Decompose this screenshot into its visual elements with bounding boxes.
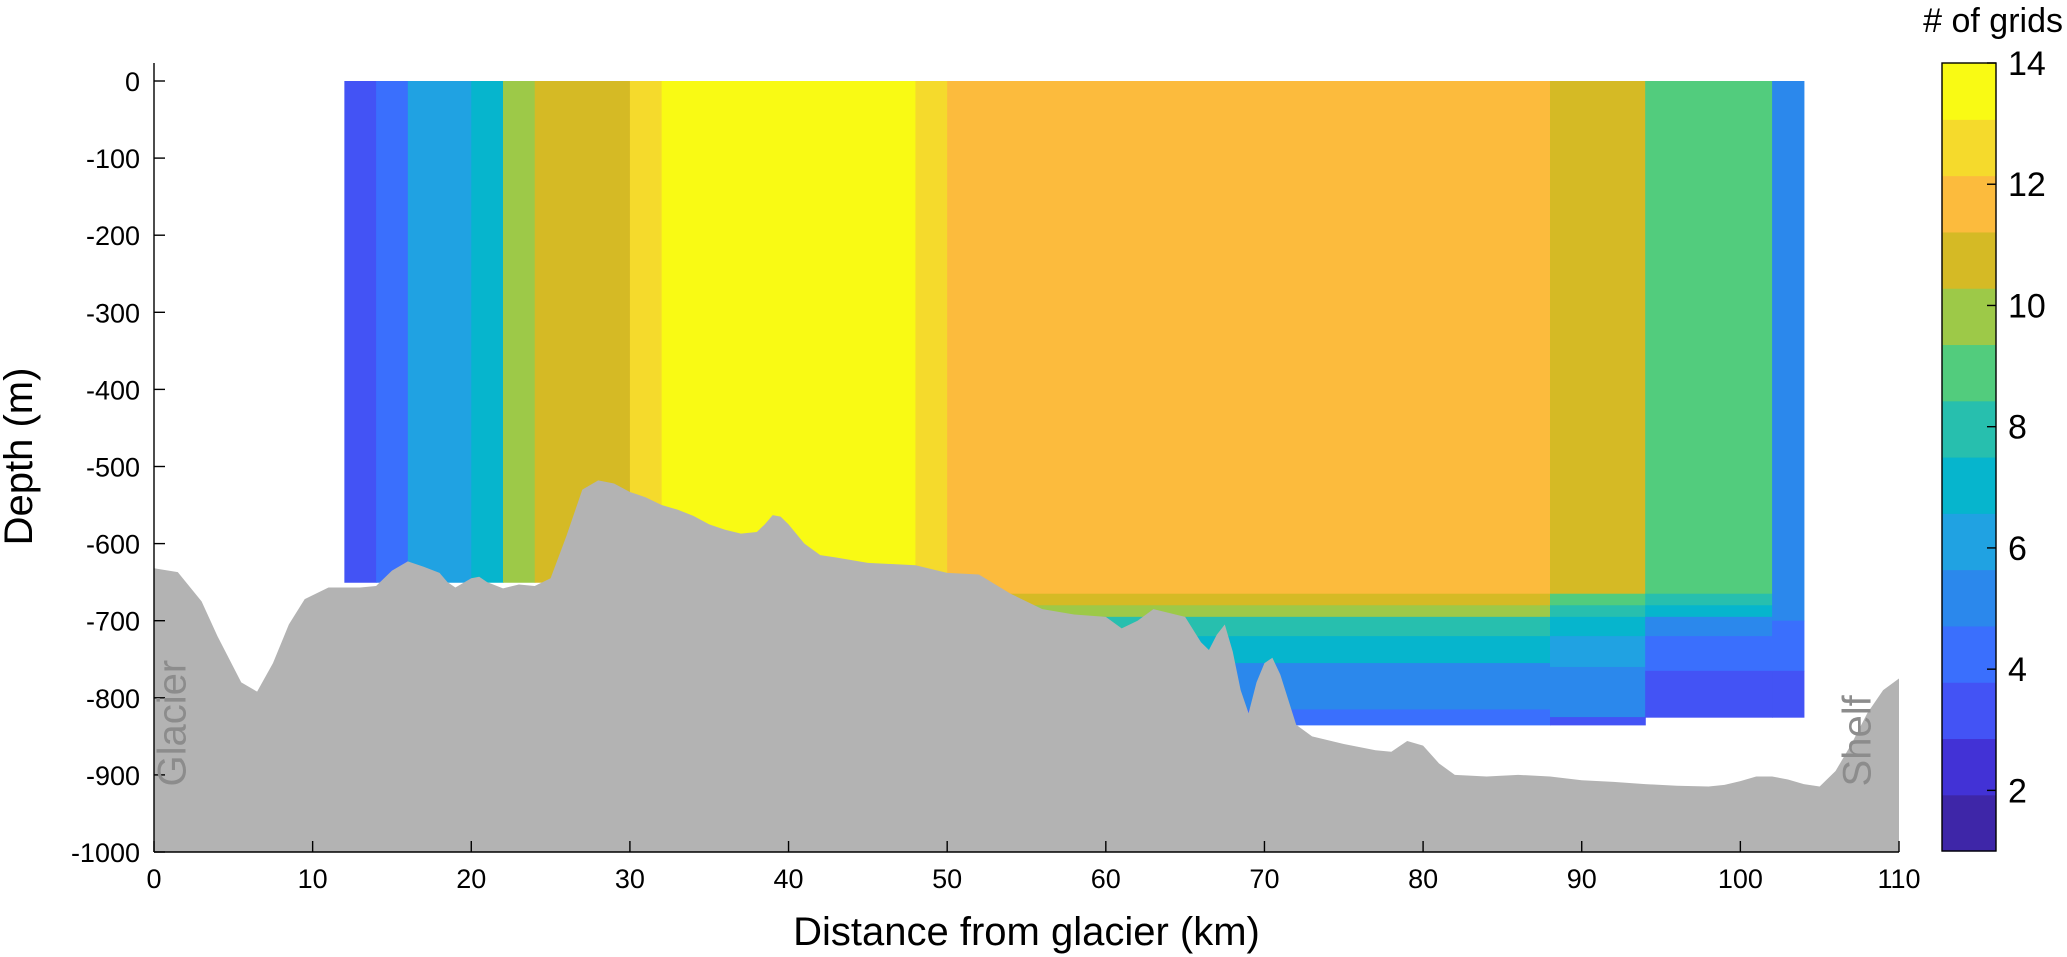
y-tick-label: -400 [86, 375, 140, 405]
heatmap-cell [1550, 616, 1646, 637]
heatmap-cell [1772, 620, 1805, 672]
x-tick-label: 40 [774, 864, 804, 894]
colorbar-swatch [1942, 794, 1996, 852]
heatmap-cell [915, 81, 948, 583]
colorbar-swatch [1942, 344, 1996, 402]
heatmap-cell [1645, 670, 1773, 718]
heatmap-cell [1550, 593, 1646, 606]
colorbar-tick-label: 4 [2008, 651, 2027, 689]
colorbar-swatch [1942, 288, 1996, 346]
x-tick-label: 0 [146, 864, 161, 894]
heatmap-cell [1645, 605, 1773, 618]
annotations: Glacier Shelf [151, 660, 1880, 787]
x-tick-label: 90 [1567, 864, 1597, 894]
colorbar-tick-label: 2 [2008, 772, 2027, 810]
heatmap-cell [1550, 636, 1646, 668]
colorbar-swatch [1942, 682, 1996, 740]
y-tick-label: -700 [86, 607, 140, 637]
heatmap-cell [947, 81, 1551, 595]
colorbar-tick-label: 6 [2008, 530, 2027, 568]
colorbar-tick-label: 14 [2008, 45, 2046, 83]
heatmap-cell [407, 81, 472, 583]
bathymetry-layer [154, 480, 1899, 852]
colorbar-tick-label: 10 [2008, 287, 2046, 325]
colorbar-tick-label: 12 [2008, 166, 2046, 204]
heatmap-cell [344, 81, 377, 583]
x-axis-ticks: 0 10 20 30 40 50 60 70 80 90 100 110 [146, 841, 1921, 894]
annotation-label: Shelf [1835, 694, 1879, 786]
colorbar-label: # of grids [1923, 2, 2063, 40]
heatmap-cell [1772, 81, 1805, 622]
y-tick-label: -200 [86, 221, 140, 251]
annotation-label: Glacier [151, 660, 195, 787]
colorbar-swatch [1942, 231, 1996, 289]
x-tick-label: 30 [615, 864, 645, 894]
colorbar-swatch [1942, 400, 1996, 458]
x-tick-label: 80 [1408, 864, 1438, 894]
heatmap-cell [1645, 593, 1773, 606]
colorbar-swatch [1942, 569, 1996, 627]
x-tick-label: 20 [456, 864, 486, 894]
x-axis-label: Distance from glacier (km) [793, 910, 1260, 954]
colorbar-swatch [1942, 119, 1996, 177]
y-tick-label: -800 [86, 684, 140, 714]
heatmap-cell [1645, 636, 1773, 672]
colorbar-swatch [1942, 175, 1996, 233]
colorbar-tick-label: 8 [2008, 409, 2027, 447]
x-tick-label: 100 [1718, 864, 1763, 894]
heatmap-cell [376, 81, 409, 583]
y-tick-label: -300 [86, 298, 140, 328]
y-axis-ticks: 0 -100 -200 -300 -400 -500 -600 -700 -800 -900 -10… [71, 67, 165, 868]
colorbar-swatch [1942, 513, 1996, 571]
heatmap-cell [1550, 717, 1646, 726]
colorbar-swatch [1942, 625, 1996, 683]
x-tick-label: 10 [298, 864, 328, 894]
y-tick-label: -900 [86, 761, 140, 791]
axes [153, 63, 1899, 853]
heatmap-cell [1550, 666, 1646, 718]
heatmap-cell [947, 593, 1551, 606]
heatmap-cell [661, 81, 917, 583]
heatmap-cell [1645, 81, 1773, 595]
y-tick-label: -100 [86, 144, 140, 174]
y-tick-label: -1000 [71, 838, 140, 868]
heatmap-cell [1550, 605, 1646, 618]
x-tick-label: 110 [1877, 864, 1920, 894]
heatmap-cell [947, 605, 1551, 618]
heatmap-cell [1772, 670, 1805, 718]
colorbar-frame [1941, 62, 1997, 852]
y-tick-label: 0 [125, 67, 140, 97]
y-tick-label: -500 [86, 453, 140, 483]
y-tick-label: -600 [86, 530, 140, 560]
heatmap-cell [503, 81, 536, 583]
colorbar: 2 4 6 8 10 12 14 [1941, 45, 2046, 852]
colorbar-swatch [1942, 457, 1996, 514]
x-tick-label: 60 [1091, 864, 1121, 894]
y-axis-label: Depth (m) [0, 368, 41, 546]
colorbar-swatch [1942, 738, 1996, 796]
colorbar-swatch [1942, 63, 1996, 120]
x-tick-label: 70 [1249, 864, 1279, 894]
heatmap-cell [471, 81, 504, 583]
heatmap-cell [1550, 81, 1646, 595]
bathymetry-area [154, 480, 1899, 852]
x-tick-label: 50 [932, 864, 962, 894]
heatmap-cell [1645, 616, 1773, 637]
